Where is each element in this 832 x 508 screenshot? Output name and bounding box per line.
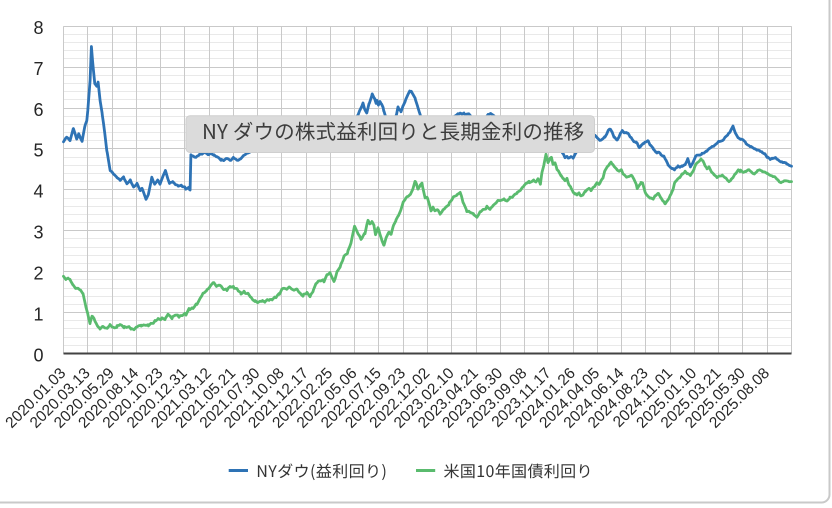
svg-text:0: 0 (33, 345, 43, 365)
svg-text:5: 5 (33, 141, 43, 161)
svg-text:6: 6 (33, 100, 43, 120)
svg-text:8: 8 (33, 18, 43, 38)
svg-text:2: 2 (33, 264, 43, 284)
svg-text:7: 7 (33, 59, 43, 79)
svg-text:1: 1 (33, 304, 43, 324)
svg-text:3: 3 (33, 223, 43, 243)
svg-text:4: 4 (33, 182, 43, 202)
